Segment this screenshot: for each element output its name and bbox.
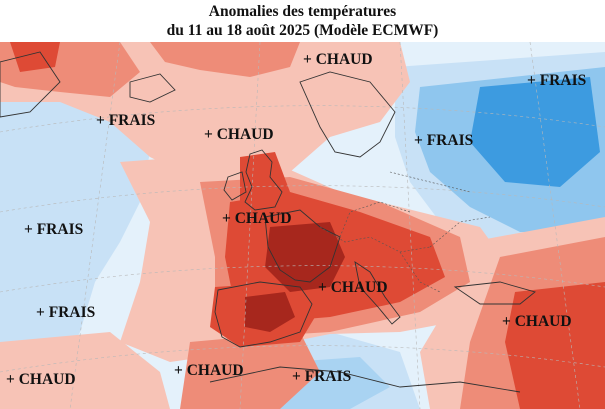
coast-iceland [129, 73, 176, 103]
label-frais-southwest: + FRAIS [36, 304, 96, 321]
coast-scandinavia [299, 71, 396, 158]
label-chaud-north: + CHAUD [303, 51, 373, 68]
coast-north-africa [209, 366, 521, 393]
anomaly-light-red-southwest [0, 332, 170, 409]
anomaly-strong-red-britain [240, 152, 290, 212]
title-line-1: Anomalies des températures [208, 3, 397, 20]
label-frais-baltic: + FRAIS [414, 132, 474, 149]
label-chaud-southeast: + CHAUD [502, 313, 572, 330]
label-chaud-farsouthwest: + CHAUD [6, 371, 76, 388]
anomaly-dark-red-iberia [245, 292, 295, 332]
anomaly-strong-red-north [10, 42, 60, 72]
label-frais-atlantic: + FRAIS [24, 221, 84, 238]
coast-great-britain [244, 149, 283, 211]
temperature-anomaly-map: + CHAUD + FRAIS + FRAIS + CHAUD + FRAIS … [0, 42, 605, 409]
anomaly-dark-red-france [265, 222, 345, 292]
country-borders [319, 171, 491, 293]
map-canvas [0, 42, 605, 409]
label-chaud-south: + CHAUD [174, 362, 244, 379]
anomaly-strong-blue-east [470, 77, 600, 187]
anomaly-light-blue-atlantic [0, 97, 150, 392]
graticule [0, 42, 605, 409]
title-line-2: du 11 au 18 août 2025 (Modèle ECMWF) [166, 22, 439, 39]
label-frais-east: + FRAIS [527, 72, 587, 89]
coast-greenland [0, 51, 61, 118]
label-frais-mediterranean: + FRAIS [292, 368, 352, 385]
map-title: Anomalies des températures du 11 au 18 a… [0, 0, 605, 42]
coast-iberia [214, 281, 313, 348]
label-chaud-britain: + CHAUD [222, 210, 292, 227]
coast-italy [354, 261, 401, 325]
label-chaud-northsea: + CHAUD [204, 126, 274, 143]
coast-ireland [223, 171, 247, 201]
coast-turkey [453, 281, 536, 305]
anomaly-medium-red-iberia-south [180, 332, 320, 409]
label-frais-northwest: + FRAIS [96, 112, 156, 129]
coast-france [264, 209, 341, 283]
label-chaud-central: + CHAUD [318, 279, 388, 296]
coastlines [0, 51, 536, 393]
anomaly-strong-red-southeast [505, 282, 605, 409]
anomaly-medium-red-northsea [150, 42, 300, 77]
